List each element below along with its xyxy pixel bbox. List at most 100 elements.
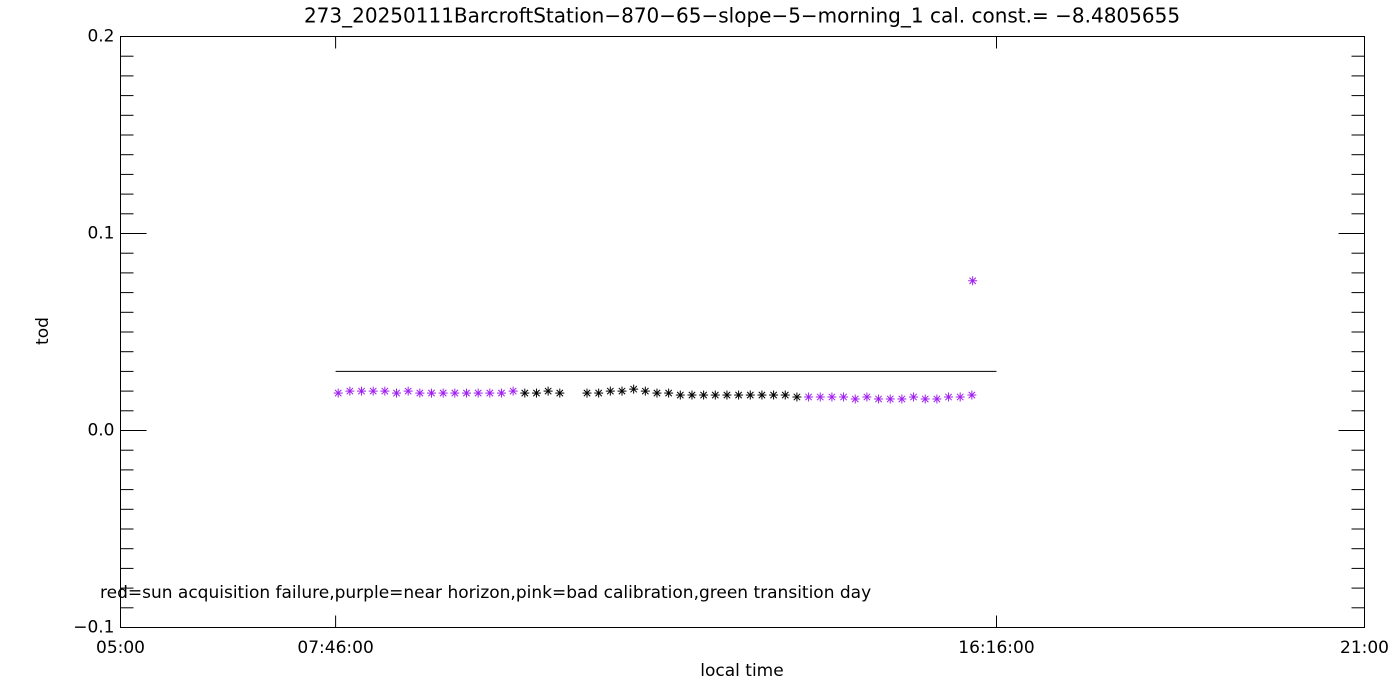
point <box>792 392 802 402</box>
point <box>757 390 767 400</box>
point <box>734 390 744 400</box>
x-tick-label: 05:00 <box>96 638 145 658</box>
point-stroke <box>369 387 377 395</box>
point <box>920 394 930 404</box>
point-stroke <box>875 395 883 403</box>
point <box>496 388 506 398</box>
point <box>932 394 942 404</box>
point <box>461 388 471 398</box>
point-stroke <box>357 387 366 395</box>
point-stroke <box>781 391 789 399</box>
point-stroke <box>793 393 801 401</box>
point <box>722 390 732 400</box>
point <box>675 390 685 400</box>
point-stroke <box>618 387 626 395</box>
point-stroke <box>486 389 494 397</box>
point <box>555 388 565 398</box>
point <box>885 394 895 404</box>
point-stroke <box>840 393 848 401</box>
point <box>839 392 849 402</box>
y-tick-label: 0.1 <box>87 224 114 244</box>
point <box>640 386 650 396</box>
point <box>605 386 615 396</box>
point-stroke <box>653 389 661 397</box>
point-stroke <box>404 387 412 395</box>
point-stroke <box>474 389 482 397</box>
point <box>850 394 860 404</box>
point <box>652 388 662 398</box>
annotation: red=sun acquisition failure,purple=near … <box>100 583 871 603</box>
point <box>438 388 448 398</box>
point <box>815 392 825 402</box>
point <box>594 388 604 398</box>
point-stroke <box>723 391 731 399</box>
point-stroke <box>805 393 813 401</box>
point <box>520 388 530 398</box>
point <box>617 386 627 396</box>
point-stroke <box>945 393 953 401</box>
point-stroke <box>700 391 708 399</box>
point <box>745 390 755 400</box>
point <box>699 390 709 400</box>
point <box>415 388 425 398</box>
y-tick-label: 0.0 <box>87 421 114 441</box>
point-stroke <box>556 389 564 397</box>
point <box>582 388 592 398</box>
point-stroke <box>758 391 766 399</box>
point-stroke <box>735 391 743 399</box>
point <box>392 388 402 398</box>
point <box>687 390 697 400</box>
point <box>368 386 378 396</box>
point-stroke <box>956 393 964 401</box>
point <box>333 388 343 398</box>
point-stroke <box>968 391 976 399</box>
point-stroke <box>688 391 696 399</box>
point <box>629 384 639 394</box>
y-tick-label: −0.1 <box>73 618 114 638</box>
point-stroke <box>451 389 459 397</box>
point <box>862 392 872 402</box>
point <box>804 392 814 402</box>
point-stroke <box>641 387 649 395</box>
point <box>780 390 790 400</box>
point <box>403 386 413 396</box>
point-stroke <box>595 389 603 397</box>
point <box>357 386 367 396</box>
point-stroke <box>898 395 906 403</box>
point-stroke <box>665 389 673 397</box>
point <box>827 392 837 402</box>
point-stroke <box>497 389 506 397</box>
point-stroke <box>521 389 529 397</box>
point <box>710 390 720 400</box>
point <box>531 388 541 398</box>
point-stroke <box>583 389 591 397</box>
point <box>427 388 436 398</box>
point-stroke <box>933 395 941 403</box>
point <box>897 394 907 404</box>
point <box>664 388 674 398</box>
point-stroke <box>770 391 778 399</box>
point-stroke <box>427 389 436 397</box>
point-stroke <box>746 391 754 399</box>
point <box>485 388 495 398</box>
x-tick-label: 07:46:00 <box>297 638 373 658</box>
point <box>769 390 779 400</box>
point-stroke <box>416 389 424 397</box>
y-axis-label: tod <box>33 317 53 345</box>
point-stroke <box>969 277 977 285</box>
point-stroke <box>392 389 401 397</box>
point-stroke <box>711 391 719 399</box>
point <box>874 394 884 404</box>
point-stroke <box>828 393 836 401</box>
x-tick-label: 16:16:00 <box>958 638 1034 658</box>
point <box>508 386 518 396</box>
x-axis-label: local time <box>700 661 783 681</box>
point-stroke <box>439 389 447 397</box>
x-tick-label: 21:00 <box>1340 638 1389 658</box>
point-stroke <box>334 389 342 397</box>
point <box>473 388 483 398</box>
point <box>450 388 460 398</box>
point-stroke <box>544 387 552 395</box>
chart-title: 273_20250111BarcroftStation−870−65−slope… <box>304 4 1180 28</box>
